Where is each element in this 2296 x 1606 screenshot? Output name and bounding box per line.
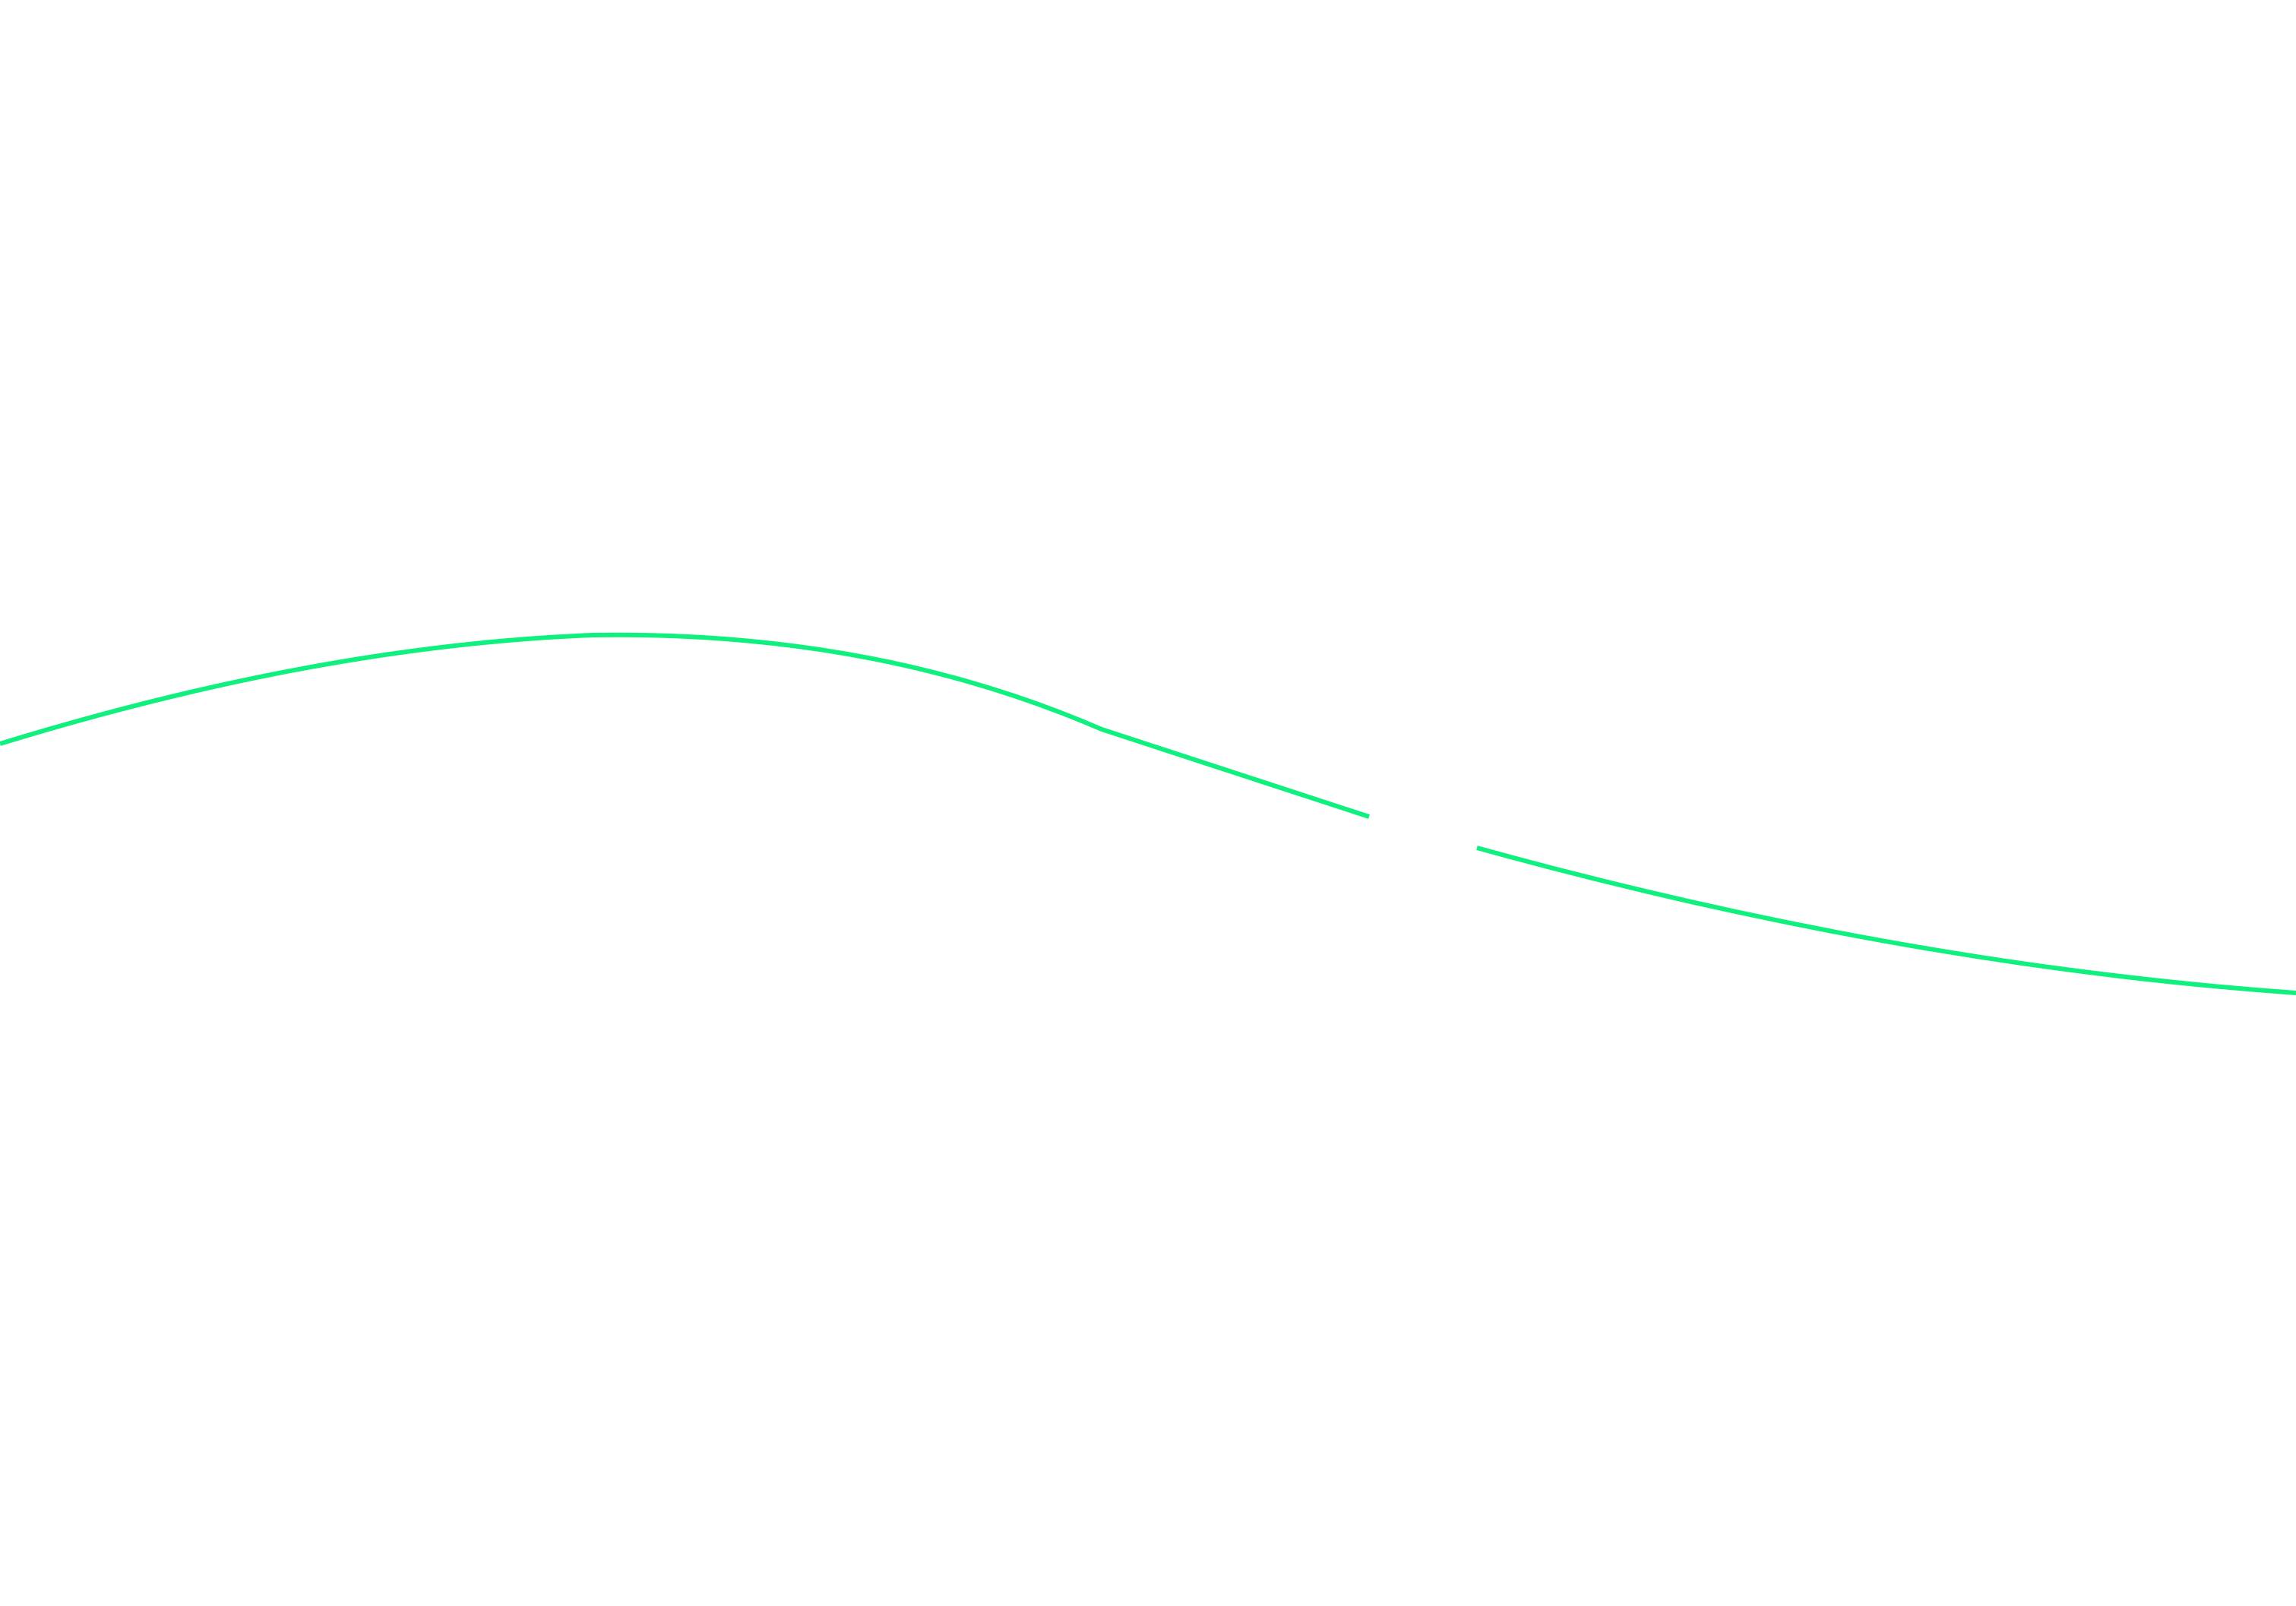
wave-segment: [0, 632, 1370, 819]
wave-segment: [1476, 846, 2296, 995]
